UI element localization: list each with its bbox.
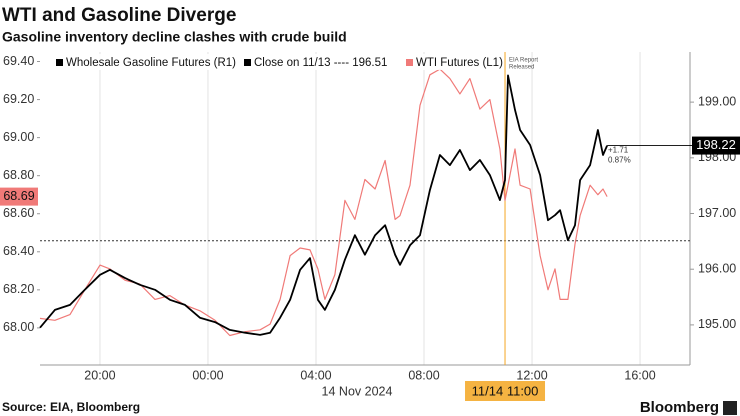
event-note: Released	[509, 65, 534, 71]
last-label-box	[692, 136, 740, 155]
x-tick-label: 20:00	[84, 368, 115, 382]
y2-tick-label: 196.00	[698, 262, 736, 276]
change-note: 0.87%	[608, 156, 631, 165]
legend-label: Close on 11/13 ---- 196.51	[254, 57, 387, 69]
x-tick-label: 08:00	[408, 368, 439, 382]
brand-icon	[723, 401, 737, 415]
legend-swatch	[244, 59, 251, 66]
legend-swatch	[406, 59, 413, 66]
y2-tick-label: 199.00	[698, 94, 736, 108]
y2-tick-label: 195.00	[698, 317, 736, 331]
y-tick-label: 68.00	[3, 320, 34, 334]
legend-bg	[44, 54, 484, 70]
y-tick-label: 68.60	[3, 206, 34, 220]
x-tick-label: 12:00	[516, 368, 547, 382]
change-note: +1.71	[608, 146, 629, 155]
y-tick-label: 69.00	[3, 130, 34, 144]
y-tick-label: 69.40	[3, 54, 34, 68]
chart-title: WTI and Gasoline Diverge	[2, 5, 236, 26]
legend-label: WTI Futures (L1)	[416, 57, 503, 69]
y-tick-label: 68.40	[3, 244, 34, 258]
event-label-box	[465, 381, 546, 401]
event-note: EIA Report	[509, 58, 538, 64]
x-tick-label: 00:00	[192, 368, 223, 382]
close-value: 196.51	[352, 57, 387, 69]
legend-swatch	[56, 59, 63, 66]
x-tick-label: 04:00	[300, 368, 331, 382]
series-line	[39, 74, 608, 336]
series-line	[39, 68, 608, 337]
chart-subtitle: Gasoline inventory decline clashes with …	[2, 29, 347, 45]
y-tick-label: 68.80	[3, 168, 34, 182]
y-tick-label: 68.20	[3, 282, 34, 296]
y-tick-label: 69.20	[3, 92, 34, 106]
last-label-box	[0, 187, 38, 206]
x-tick-label: 16:00	[624, 368, 655, 382]
brand: Bloomberg	[640, 399, 719, 416]
legend: Wholesale Gasoline Futures (R1) Close on …	[44, 54, 503, 70]
source: Source: EIA, Bloomberg	[2, 400, 140, 414]
event-label: 11/14 11:00	[472, 383, 539, 398]
x-axis-label: 14 Nov 2024	[322, 384, 393, 398]
close-label: Close on 11/13 ----	[254, 57, 349, 69]
legend-label: Wholesale Gasoline Futures (R1)	[66, 57, 236, 69]
y2-tick-label: 197.00	[698, 206, 736, 220]
last-label: 68.69	[3, 189, 34, 203]
last-label: 198.22	[696, 137, 736, 152]
